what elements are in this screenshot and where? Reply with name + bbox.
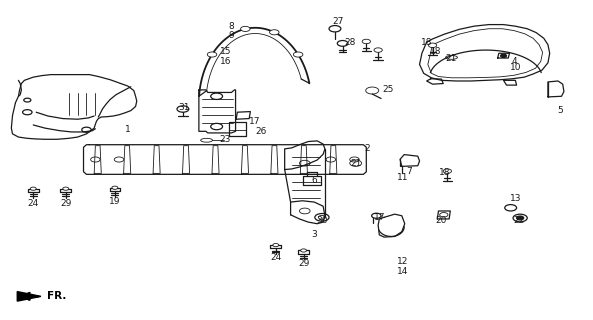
Circle shape	[270, 30, 279, 35]
Text: 5: 5	[557, 106, 563, 115]
Text: 28: 28	[344, 38, 355, 47]
Text: 8: 8	[228, 22, 234, 31]
Text: 17: 17	[374, 213, 385, 222]
Circle shape	[208, 52, 217, 57]
Text: 16: 16	[220, 57, 231, 66]
Text: 25: 25	[382, 85, 394, 94]
Text: 18: 18	[430, 47, 441, 56]
Circle shape	[500, 54, 506, 57]
Circle shape	[30, 187, 36, 190]
Text: 1: 1	[125, 125, 131, 134]
Text: 30: 30	[316, 216, 328, 225]
Text: 18: 18	[421, 38, 432, 47]
Text: 29: 29	[298, 259, 310, 268]
Text: 21: 21	[446, 53, 457, 62]
Circle shape	[241, 26, 250, 31]
Text: 26: 26	[256, 127, 267, 136]
Polygon shape	[17, 292, 41, 301]
Text: 23: 23	[220, 135, 231, 144]
Text: 31: 31	[178, 103, 190, 112]
Text: 11: 11	[397, 173, 409, 182]
Text: 24: 24	[28, 198, 39, 207]
Circle shape	[362, 39, 371, 44]
Circle shape	[517, 216, 524, 220]
Text: 15: 15	[220, 47, 231, 56]
Circle shape	[374, 48, 382, 52]
Text: 9: 9	[228, 31, 234, 40]
Text: 21: 21	[350, 159, 361, 168]
Text: 22: 22	[514, 216, 525, 225]
Circle shape	[112, 186, 118, 189]
Text: 27: 27	[332, 17, 343, 26]
Circle shape	[294, 52, 303, 57]
Text: 29: 29	[60, 198, 72, 207]
Text: 18: 18	[439, 168, 450, 177]
Text: 12: 12	[397, 258, 409, 267]
Text: 10: 10	[509, 63, 521, 72]
Circle shape	[443, 169, 451, 173]
Text: 24: 24	[270, 253, 282, 262]
Text: 3: 3	[311, 230, 317, 239]
Text: 13: 13	[509, 194, 521, 203]
Text: 7: 7	[406, 167, 412, 176]
Text: 4: 4	[511, 57, 517, 66]
Circle shape	[301, 249, 307, 252]
Circle shape	[63, 187, 69, 190]
Text: 19: 19	[109, 197, 120, 206]
Text: FR.: FR.	[47, 292, 66, 301]
Circle shape	[273, 244, 279, 247]
Text: 17: 17	[249, 117, 261, 126]
Text: 6: 6	[311, 176, 317, 185]
Text: 20: 20	[436, 216, 447, 225]
Circle shape	[428, 43, 436, 48]
Text: 2: 2	[365, 144, 370, 153]
Text: 14: 14	[397, 267, 409, 276]
